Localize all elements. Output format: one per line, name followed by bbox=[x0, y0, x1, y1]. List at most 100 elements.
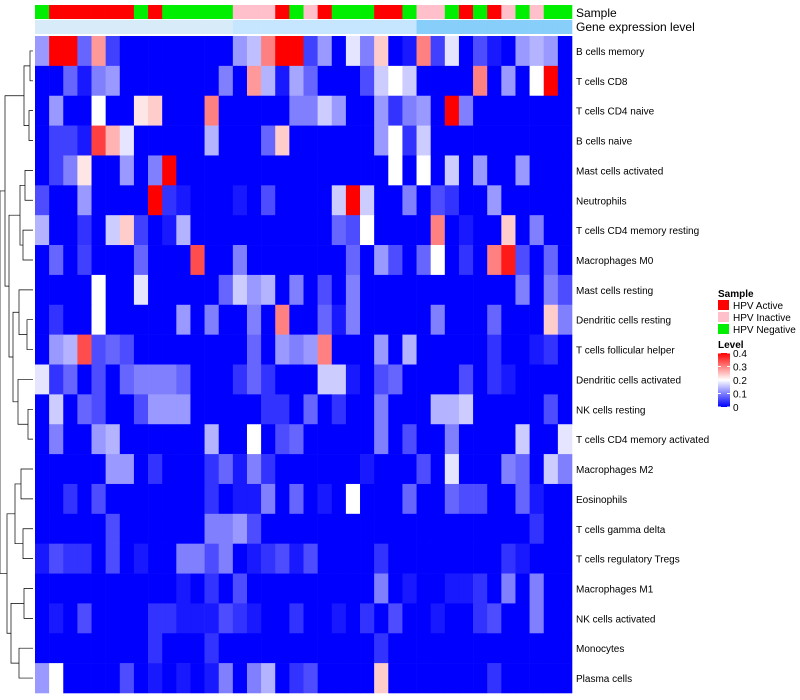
heatmap-cell bbox=[345, 394, 361, 425]
heatmap-cell bbox=[360, 663, 375, 694]
heatmap-cell bbox=[261, 215, 276, 246]
heatmap-cell bbox=[515, 334, 530, 365]
heatmap-cell bbox=[444, 424, 460, 455]
heatmap-cell bbox=[557, 95, 573, 126]
heatmap-cell bbox=[204, 36, 220, 67]
heatmap-cell bbox=[261, 274, 276, 306]
heatmap-cell bbox=[529, 334, 545, 365]
heatmap-cell bbox=[345, 573, 361, 604]
sample-annotation-cell bbox=[176, 5, 191, 19]
heatmap-cell bbox=[91, 483, 106, 515]
heatmap-cell bbox=[557, 245, 573, 276]
heatmap-cell bbox=[303, 663, 318, 694]
heatmap-cell bbox=[148, 663, 163, 694]
expression-annotation-cell bbox=[430, 20, 446, 34]
heatmap-cell bbox=[35, 424, 50, 455]
heatmap-cell bbox=[105, 424, 121, 455]
heatmap-cell bbox=[246, 603, 262, 634]
heatmap-cell bbox=[487, 245, 502, 276]
heatmap-cell bbox=[261, 543, 276, 574]
heatmap-cell bbox=[35, 364, 50, 395]
heatmap-cell bbox=[416, 36, 431, 67]
heatmap-cell bbox=[331, 95, 347, 126]
heatmap-cell bbox=[317, 454, 333, 485]
heatmap-cell bbox=[91, 215, 106, 246]
expression-annotation-cell bbox=[374, 20, 389, 34]
row-label: B cells naive bbox=[576, 137, 633, 148]
heatmap-cell bbox=[91, 304, 106, 335]
heatmap-cell bbox=[515, 394, 530, 425]
heatmap-cell bbox=[49, 454, 64, 485]
heatmap-cell bbox=[458, 364, 474, 395]
heatmap-cell bbox=[557, 454, 573, 485]
heatmap-cell bbox=[261, 394, 276, 425]
heatmap-cell bbox=[487, 573, 502, 604]
heatmap-cell bbox=[63, 304, 78, 335]
heatmap-cell bbox=[430, 424, 446, 455]
heatmap-cell bbox=[289, 633, 304, 664]
heatmap-cell bbox=[246, 125, 262, 156]
heatmap-cell bbox=[444, 454, 460, 485]
expression-annotation-cell bbox=[416, 20, 431, 34]
sample-annotation-cell bbox=[49, 5, 64, 19]
heatmap-cell bbox=[35, 215, 50, 246]
dendrogram-branch bbox=[27, 408, 33, 440]
dendrogram-branch bbox=[22, 229, 33, 261]
heatmap-cell bbox=[105, 36, 121, 67]
heatmap-cell bbox=[529, 36, 545, 67]
row-label: Monocytes bbox=[576, 644, 624, 655]
heatmap-cell bbox=[515, 454, 530, 485]
heatmap-cell bbox=[63, 334, 78, 365]
heatmap-cell bbox=[317, 185, 333, 216]
heatmap-cell bbox=[261, 155, 276, 186]
heatmap-cell bbox=[303, 633, 318, 664]
heatmap-cell bbox=[303, 185, 318, 216]
heatmap-cell bbox=[289, 424, 304, 455]
heatmap-cell bbox=[275, 36, 290, 67]
heatmap-cell bbox=[63, 454, 78, 485]
heatmap-cell bbox=[105, 663, 121, 694]
heatmap-cell bbox=[487, 155, 502, 186]
heatmap-cell bbox=[374, 155, 389, 186]
heatmap-cell bbox=[176, 364, 191, 395]
heatmap-cell bbox=[345, 155, 361, 186]
heatmap-cell bbox=[176, 633, 191, 664]
heatmap-cell bbox=[63, 245, 78, 276]
heatmap-cell bbox=[232, 663, 248, 694]
heatmap-cell bbox=[529, 185, 545, 216]
expression-annotation-cell bbox=[487, 20, 502, 34]
heatmap-cell bbox=[543, 36, 559, 67]
legend-tick-label: 0 bbox=[733, 403, 739, 414]
heatmap-cell bbox=[402, 454, 417, 485]
heatmap-cell bbox=[91, 633, 106, 664]
heatmap-cell bbox=[501, 304, 516, 335]
heatmap-cell bbox=[501, 36, 516, 67]
heatmap-cell bbox=[416, 603, 431, 634]
heatmap-cell bbox=[63, 274, 78, 306]
heatmap-cell bbox=[303, 334, 318, 365]
heatmap-cell bbox=[133, 274, 149, 306]
heatmap-cell bbox=[275, 185, 290, 216]
heatmap-cell bbox=[303, 573, 318, 604]
legend-level-ticks: 0.4 0.3 0.2 0.1 0 bbox=[718, 349, 747, 414]
heatmap-cell bbox=[133, 155, 149, 186]
heatmap-cell bbox=[63, 513, 78, 544]
legend-swatch bbox=[718, 312, 729, 322]
heatmap-cell bbox=[501, 125, 516, 156]
heatmap-cell bbox=[232, 364, 248, 395]
heatmap-cell bbox=[246, 274, 262, 306]
sample-annotation-cell bbox=[402, 5, 417, 19]
heatmap-cell bbox=[317, 245, 333, 276]
heatmap-cell bbox=[261, 304, 276, 335]
heatmap-cell bbox=[374, 185, 389, 216]
heatmap-cell bbox=[261, 334, 276, 365]
heatmap-cell bbox=[473, 215, 488, 246]
heatmap-cell bbox=[63, 483, 78, 515]
heatmap-cell bbox=[416, 125, 431, 156]
heatmap-cell bbox=[261, 454, 276, 485]
heatmap-cell bbox=[176, 36, 191, 67]
heatmap-cell bbox=[148, 155, 163, 186]
heatmap-cell bbox=[148, 274, 163, 306]
heatmap-cell bbox=[218, 603, 234, 634]
dendrogram-branch bbox=[22, 528, 33, 559]
